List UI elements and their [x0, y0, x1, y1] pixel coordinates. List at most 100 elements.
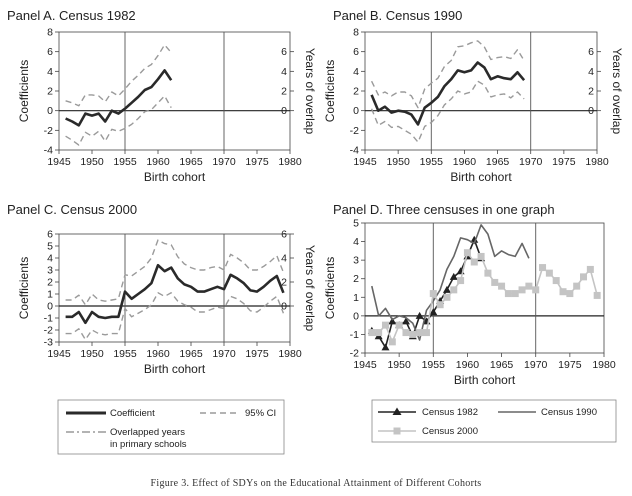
x-tick-label: 1945 — [353, 156, 377, 168]
data-point-2000 — [416, 329, 424, 337]
y-tick-label: 1 — [47, 289, 53, 301]
data-point-2000 — [463, 249, 471, 257]
data-point-2000 — [566, 290, 574, 298]
y2-tick-label: 4 — [281, 66, 287, 78]
y-tick-label: 4 — [353, 236, 359, 248]
x-tick-label: 1975 — [245, 156, 269, 168]
data-point-1982 — [442, 285, 451, 293]
legend-1982-marker — [392, 407, 402, 415]
panel-1: Panel A. Census 1982 0 2 4 6 Years of overlap… — [7, 8, 317, 184]
data-point-2000 — [402, 329, 410, 337]
data-point-2000 — [552, 277, 560, 285]
series-line-95-ci — [65, 292, 285, 341]
y2-axis-label: Years of overlap — [303, 48, 317, 135]
y-tick-label: 3 — [353, 255, 359, 267]
y-tick-label: 4 — [47, 253, 53, 265]
y-axis-label: Coefficients — [323, 60, 337, 122]
x-tick-label: 1970 — [212, 348, 236, 360]
x-tick-label: 1980 — [592, 359, 616, 371]
x-tick-label: 1980 — [278, 348, 302, 360]
y-tick-label: 0 — [47, 301, 53, 313]
legend-2000-marker — [393, 427, 401, 435]
y-tick-label: 5 — [353, 218, 359, 230]
plot-frame — [364, 31, 598, 151]
series-line-95-ci — [65, 44, 172, 107]
x-axis-label: Birth cohort — [144, 170, 206, 184]
data-point-2000 — [388, 338, 396, 346]
x-tick-label: 1960 — [146, 156, 170, 168]
x-tick-label: 1975 — [245, 348, 269, 360]
y-tick-label: 3 — [47, 265, 53, 277]
panel-4: Panel D. Three censuses in one graph 1945… — [323, 202, 616, 387]
panel-title: Panel D. Three censuses in one graph — [333, 202, 555, 217]
y-tick-label: 2 — [353, 86, 359, 98]
data-point-2000 — [457, 277, 465, 285]
series-line-coefficient — [65, 263, 285, 325]
data-point-2000 — [368, 329, 376, 337]
legend-ci-label: 95% CI — [245, 408, 276, 419]
y-tick-label: 0 — [353, 310, 359, 322]
y2-tick-label: 2 — [281, 86, 287, 98]
y2-tick-label: 2 — [281, 277, 287, 289]
plot-frame — [58, 31, 291, 151]
legend-left: Coefficient 95% CI Overlapped years in p… — [57, 399, 285, 455]
data-point-2000 — [498, 282, 506, 290]
panel-title: Panel A. Census 1982 — [7, 8, 136, 23]
panel-title: Panel B. Census 1990 — [333, 8, 462, 23]
y-tick-label: 2 — [47, 277, 53, 289]
data-point-2000 — [518, 286, 526, 294]
legend-2000-label: Census 2000 — [422, 426, 478, 437]
data-point-2000 — [436, 301, 444, 309]
x-tick-label: 1945 — [47, 156, 71, 168]
data-point-2000 — [470, 258, 478, 266]
y2-tick-label: 0 — [281, 301, 287, 313]
series-line-census-2000 — [371, 251, 598, 343]
x-tick-label: 1960 — [456, 359, 480, 371]
data-point-2000 — [580, 273, 588, 281]
y2-tick-label: 0 — [588, 105, 594, 117]
y-axis-label: Coefficients — [17, 60, 31, 122]
y2-axis-label: Years of overlap — [610, 48, 624, 135]
y-tick-label: -2 — [44, 325, 53, 337]
y2-tick-label: 6 — [588, 46, 594, 58]
data-point-2000 — [586, 265, 594, 273]
x-tick-label: 1960 — [453, 156, 477, 168]
y2-tick-label: 0 — [281, 105, 287, 117]
series-line-census-1990 — [371, 224, 530, 341]
x-tick-label: 1950 — [387, 359, 411, 371]
data-point-2000 — [504, 290, 512, 298]
data-point-2000 — [593, 291, 601, 299]
legend-coefficient-label: Coefficient — [110, 408, 155, 419]
y-tick-label: 2 — [353, 273, 359, 285]
data-point-2000 — [525, 282, 533, 290]
data-point-2000 — [477, 252, 485, 260]
x-tick-label: 1970 — [212, 156, 236, 168]
data-point-2000 — [443, 293, 451, 301]
y-axis-label: Coefficients — [323, 257, 337, 319]
x-tick-label: 1955 — [113, 348, 137, 360]
y-tick-label: -3 — [44, 337, 53, 349]
y-tick-label: 0 — [353, 105, 359, 117]
y-tick-label: 8 — [353, 27, 359, 39]
data-point-1982 — [401, 317, 410, 325]
y-tick-label: 5 — [47, 241, 53, 253]
series-line-coefficient — [370, 61, 526, 126]
panel-title: Panel C. Census 2000 — [7, 202, 137, 217]
data-point-2000 — [429, 290, 437, 298]
x-tick-label: 1980 — [585, 156, 609, 168]
data-point-2000 — [539, 264, 547, 272]
data-point-2000 — [395, 321, 403, 329]
y-tick-label: 8 — [47, 27, 53, 39]
y-tick-label: -4 — [44, 145, 53, 157]
x-axis-label: Birth cohort — [450, 170, 512, 184]
y-tick-label: -2 — [350, 125, 359, 137]
series-line-95-ci — [65, 239, 285, 306]
data-point-2000 — [559, 288, 567, 296]
data-point-2000 — [484, 269, 492, 277]
y-tick-label: 6 — [47, 229, 53, 241]
y-tick-label: -1 — [44, 313, 53, 325]
data-point-1982 — [381, 343, 390, 351]
x-tick-label: 1965 — [179, 348, 203, 360]
x-tick-label: 1975 — [558, 359, 582, 371]
